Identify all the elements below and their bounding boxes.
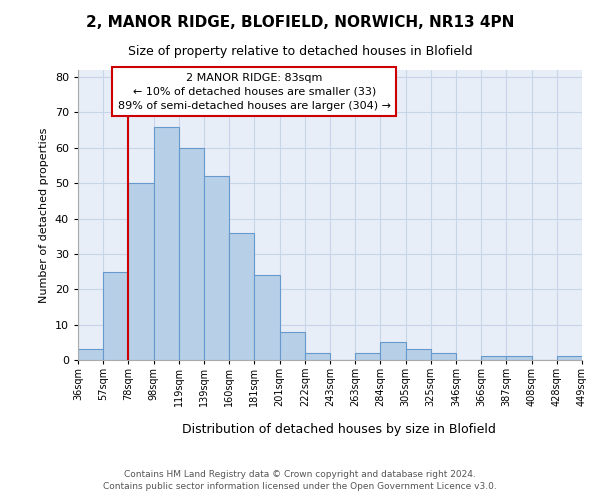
Bar xyxy=(154,126,179,360)
Bar xyxy=(204,176,229,360)
Bar xyxy=(506,356,532,360)
Bar xyxy=(406,350,431,360)
Text: 2 MANOR RIDGE: 83sqm
← 10% of detached houses are smaller (33)
89% of semi-detac: 2 MANOR RIDGE: 83sqm ← 10% of detached h… xyxy=(118,73,391,111)
Bar xyxy=(128,183,154,360)
Bar xyxy=(431,353,456,360)
Bar xyxy=(481,356,506,360)
Y-axis label: Number of detached properties: Number of detached properties xyxy=(39,128,49,302)
Bar xyxy=(229,232,254,360)
Bar xyxy=(557,356,582,360)
Bar xyxy=(280,332,305,360)
Bar xyxy=(355,353,380,360)
Text: Contains HM Land Registry data © Crown copyright and database right 2024.
Contai: Contains HM Land Registry data © Crown c… xyxy=(103,470,497,491)
Bar xyxy=(254,275,280,360)
Bar xyxy=(103,272,128,360)
Text: Distribution of detached houses by size in Blofield: Distribution of detached houses by size … xyxy=(182,422,496,436)
Bar xyxy=(305,353,330,360)
Text: 2, MANOR RIDGE, BLOFIELD, NORWICH, NR13 4PN: 2, MANOR RIDGE, BLOFIELD, NORWICH, NR13 … xyxy=(86,15,514,30)
Bar xyxy=(179,148,204,360)
Text: Size of property relative to detached houses in Blofield: Size of property relative to detached ho… xyxy=(128,45,472,58)
Bar xyxy=(380,342,406,360)
Bar xyxy=(78,350,103,360)
